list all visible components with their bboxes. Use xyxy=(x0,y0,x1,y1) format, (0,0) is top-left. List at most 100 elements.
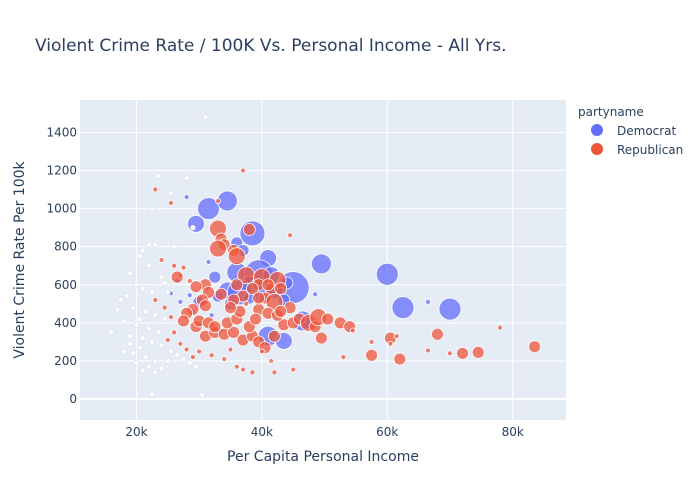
data-point-democrat[interactable] xyxy=(187,214,205,233)
data-point-unlabeled[interactable] xyxy=(180,356,187,362)
data-point-unlabeled[interactable] xyxy=(199,392,206,399)
data-point-republican[interactable] xyxy=(177,314,190,328)
legend[interactable]: partyname Democrat Republican xyxy=(578,105,683,157)
data-point-republican[interactable] xyxy=(171,329,177,336)
data-point-democrat[interactable] xyxy=(391,296,415,320)
data-point-unlabeled[interactable] xyxy=(152,358,159,364)
data-point-unlabeled[interactable] xyxy=(133,360,140,366)
data-point-democrat[interactable] xyxy=(208,270,222,284)
data-point-republican[interactable] xyxy=(164,337,171,343)
data-point-unlabeled[interactable] xyxy=(143,354,149,360)
data-point-republican[interactable] xyxy=(227,247,246,266)
data-point-unlabeled[interactable] xyxy=(149,289,155,296)
data-point-republican[interactable] xyxy=(242,223,256,236)
data-point-unlabeled[interactable] xyxy=(127,341,133,347)
data-point-republican[interactable] xyxy=(287,232,293,239)
data-point-unlabeled[interactable] xyxy=(146,262,152,269)
data-point-unlabeled[interactable] xyxy=(108,329,115,336)
data-point-unlabeled[interactable] xyxy=(114,306,121,313)
data-point-unlabeled[interactable] xyxy=(155,329,162,336)
data-point-republican[interactable] xyxy=(227,325,241,339)
data-point-unlabeled[interactable] xyxy=(168,348,174,355)
data-point-democrat[interactable] xyxy=(311,253,332,275)
data-point-republican[interactable] xyxy=(168,314,174,321)
data-point-republican[interactable] xyxy=(393,352,407,366)
data-point-republican[interactable] xyxy=(171,262,177,269)
data-point-republican[interactable] xyxy=(215,198,221,204)
data-point-unlabeled[interactable] xyxy=(139,335,146,341)
data-point-republican[interactable] xyxy=(227,346,234,353)
data-point-unlabeled[interactable] xyxy=(158,365,165,372)
data-point-republican[interactable] xyxy=(170,270,184,284)
data-point-unlabeled[interactable] xyxy=(130,350,137,357)
data-point-republican[interactable] xyxy=(249,312,262,326)
data-point-democrat[interactable] xyxy=(438,297,462,321)
data-point-unlabeled[interactable] xyxy=(149,205,155,212)
data-point-republican[interactable] xyxy=(290,366,297,373)
data-point-republican[interactable] xyxy=(528,340,542,354)
data-point-unlabeled[interactable] xyxy=(174,352,180,359)
data-point-unlabeled[interactable] xyxy=(152,241,159,248)
data-point-republican[interactable] xyxy=(233,363,240,370)
data-point-unlabeled[interactable] xyxy=(161,316,168,322)
data-point-unlabeled[interactable] xyxy=(202,114,209,120)
data-point-unlabeled[interactable] xyxy=(136,344,143,351)
data-point-republican[interactable] xyxy=(274,282,288,295)
legend-item-democrat[interactable]: Democrat xyxy=(591,124,677,138)
data-point-unlabeled[interactable] xyxy=(155,173,162,179)
data-point-republican[interactable] xyxy=(189,280,203,294)
data-point-democrat[interactable] xyxy=(425,299,431,305)
data-point-republican[interactable] xyxy=(349,327,356,334)
data-point-republican[interactable] xyxy=(158,257,165,263)
data-point-unlabeled[interactable] xyxy=(133,321,140,328)
data-point-democrat[interactable] xyxy=(205,259,212,265)
data-point-unlabeled[interactable] xyxy=(171,243,177,250)
data-point-democrat[interactable] xyxy=(197,197,220,220)
data-point-republican[interactable] xyxy=(246,282,259,295)
data-point-unlabeled[interactable] xyxy=(117,297,124,303)
data-point-republican[interactable] xyxy=(252,291,266,305)
data-point-democrat[interactable] xyxy=(186,292,193,299)
data-point-republican[interactable] xyxy=(431,327,444,341)
data-point-republican[interactable] xyxy=(209,239,227,258)
data-point-republican[interactable] xyxy=(425,347,431,354)
data-point-republican[interactable] xyxy=(152,186,159,193)
data-point-republican[interactable] xyxy=(161,304,168,311)
data-point-democrat[interactable] xyxy=(183,194,190,201)
data-point-republican[interactable] xyxy=(152,297,159,303)
data-point-republican[interactable] xyxy=(268,358,275,364)
data-point-unlabeled[interactable] xyxy=(149,391,155,398)
data-point-republican[interactable] xyxy=(186,278,193,284)
data-point-republican[interactable] xyxy=(393,333,400,340)
data-point-unlabeled[interactable] xyxy=(121,348,127,355)
data-point-unlabeled[interactable] xyxy=(158,274,165,280)
data-point-unlabeled[interactable] xyxy=(152,312,159,319)
data-point-republican[interactable] xyxy=(224,301,237,315)
data-point-republican[interactable] xyxy=(271,369,278,376)
data-point-unlabeled[interactable] xyxy=(164,289,171,296)
data-point-republican[interactable] xyxy=(497,324,504,331)
data-point-republican[interactable] xyxy=(240,167,246,174)
data-point-unlabeled[interactable] xyxy=(183,175,190,181)
data-point-republican[interactable] xyxy=(315,331,328,345)
data-point-unlabeled[interactable] xyxy=(139,247,146,254)
data-point-unlabeled[interactable] xyxy=(193,363,199,370)
data-point-republican[interactable] xyxy=(368,339,375,345)
data-point-unlabeled[interactable] xyxy=(133,281,140,288)
data-point-unlabeled[interactable] xyxy=(190,224,196,231)
data-point-republican[interactable] xyxy=(183,346,190,353)
data-point-democrat[interactable] xyxy=(375,262,399,286)
data-point-unlabeled[interactable] xyxy=(127,270,133,277)
data-point-unlabeled[interactable] xyxy=(136,253,143,259)
data-point-republican[interactable] xyxy=(447,350,453,357)
data-point-republican[interactable] xyxy=(208,320,222,334)
data-point-republican[interactable] xyxy=(249,369,256,376)
data-point-republican[interactable] xyxy=(230,278,244,292)
data-point-unlabeled[interactable] xyxy=(158,342,165,349)
data-point-unlabeled[interactable] xyxy=(186,360,193,366)
data-point-unlabeled[interactable] xyxy=(168,190,174,197)
data-point-republican[interactable] xyxy=(199,299,212,313)
data-point-unlabeled[interactable] xyxy=(139,367,146,374)
data-point-republican[interactable] xyxy=(189,354,196,361)
data-point-unlabeled[interactable] xyxy=(149,339,155,345)
